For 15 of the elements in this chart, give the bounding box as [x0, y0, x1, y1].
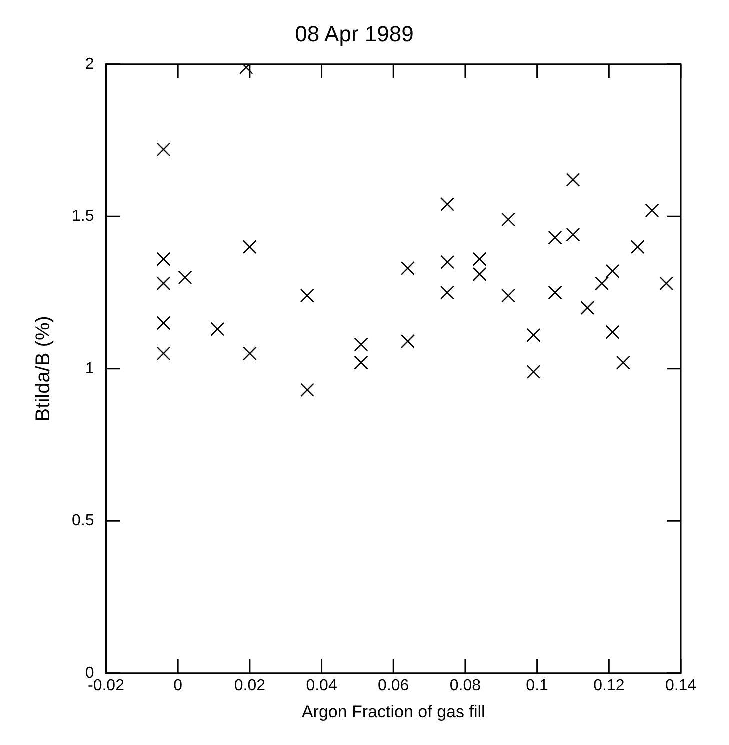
y-axis-title: Btilda/B (%): [32, 316, 55, 422]
y-tick-label: 0.5: [72, 512, 94, 530]
y-tick-label: 1.5: [72, 208, 94, 226]
x-tick-label: 0.04: [306, 677, 338, 694]
y-tick-label: 1: [85, 360, 94, 378]
x-tick-label: 0.14: [665, 677, 697, 694]
x-tick-label: 0.1: [526, 677, 549, 694]
x-tick-label: 0: [174, 677, 183, 694]
x-tick-label: 0.08: [450, 677, 482, 694]
x-tick-label: 0.12: [594, 677, 625, 694]
y-tick-label: 2: [85, 56, 94, 73]
chart-title: 08 Apr 1989: [295, 21, 414, 46]
x-tick-label: 0.02: [234, 677, 266, 694]
x-axis-title: Argon Fraction of gas fill: [302, 702, 486, 722]
x-tick-label: 0.06: [378, 677, 410, 694]
